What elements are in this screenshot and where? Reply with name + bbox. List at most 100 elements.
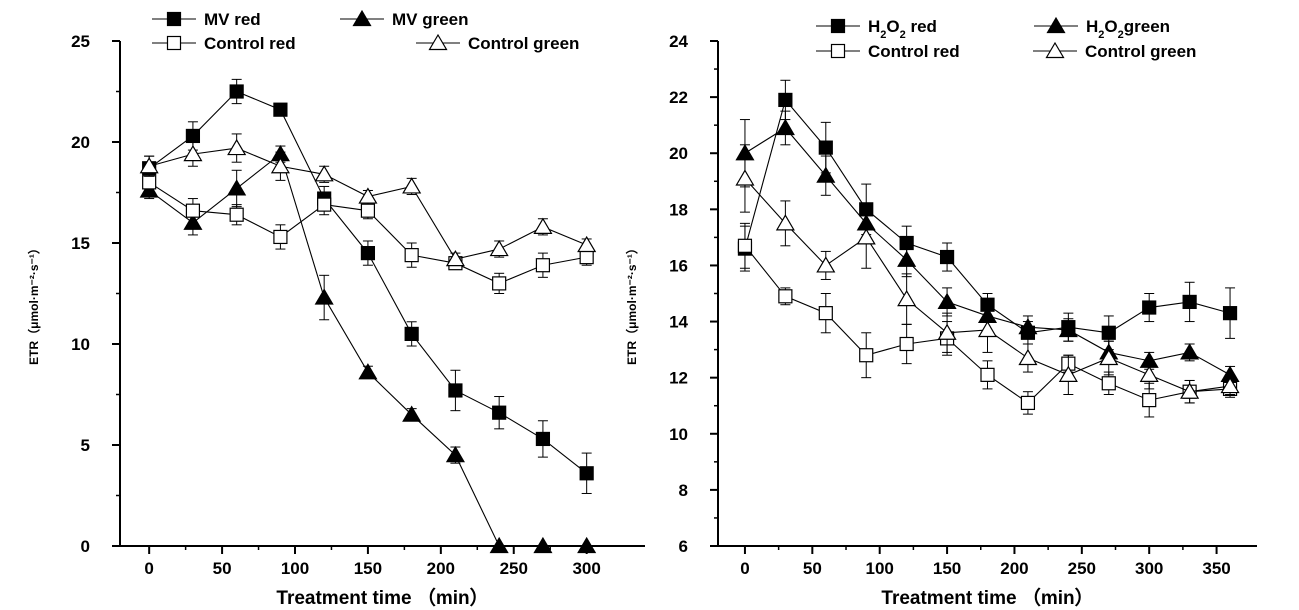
legend-label: Control red [204, 34, 296, 53]
data-point [489, 536, 509, 554]
x-axis-label: Treatment time （min） [881, 586, 1093, 609]
legend-marker [1045, 41, 1065, 59]
data-point [273, 229, 288, 245]
legend-label: MV red [204, 10, 261, 29]
data-point [273, 102, 288, 117]
data-point [533, 536, 553, 554]
data-point [977, 320, 998, 338]
data-point [314, 165, 334, 182]
data-point [358, 363, 378, 380]
data-point [816, 256, 836, 273]
data-point [270, 157, 290, 174]
data-point [1182, 294, 1197, 310]
data-point [1139, 365, 1159, 382]
data-point [579, 250, 594, 265]
series-1 [142, 78, 594, 494]
x-tick-label: 250 [1068, 559, 1096, 578]
data-point [1018, 348, 1038, 366]
data-point [535, 431, 551, 447]
data-point [897, 250, 917, 267]
data-point [778, 92, 793, 108]
legend-label: H2O2green [1086, 17, 1170, 41]
data-point [859, 348, 874, 363]
data-point [533, 217, 553, 234]
data-point [185, 203, 201, 218]
y-tick-label: 18 [669, 200, 688, 219]
legend-marker [428, 33, 448, 51]
y-tick-label: 16 [669, 256, 688, 275]
data-point [183, 144, 203, 162]
y-axis-label: ETR（μmol·m⁻²·s⁻¹） [624, 242, 639, 365]
series-4 [139, 133, 597, 267]
data-point [227, 179, 247, 196]
data-point [818, 140, 833, 155]
data-point [937, 323, 957, 340]
data-point [939, 249, 955, 265]
data-point [1142, 393, 1157, 408]
x-tick-label: 250 [500, 559, 528, 578]
x-tick-label: 50 [803, 559, 822, 578]
y-tick-label: 15 [71, 234, 90, 253]
y-axis-label: ETR（μmol·m⁻²·s⁻¹） [26, 242, 41, 365]
legend-marker [830, 43, 846, 59]
y-tick-label: 24 [669, 32, 688, 51]
y-tick-label: 25 [71, 32, 90, 51]
y-tick-label: 6 [679, 537, 688, 556]
data-point [489, 239, 509, 257]
data-point [535, 258, 551, 273]
data-point [816, 166, 836, 183]
x-tick-label: 150 [354, 559, 382, 578]
data-point [227, 138, 247, 156]
chart-panel-2: 6 8 10 12 14 16 18 20 22 24 0 50 100 150 200 250 300 350 T… [624, 16, 1257, 609]
data-point [897, 289, 917, 307]
data-point [1180, 382, 1200, 399]
legend-marker [1046, 16, 1066, 34]
x-tick-label: 200 [1000, 559, 1028, 578]
legend-marker [830, 18, 846, 34]
data-point [1018, 317, 1038, 335]
data-point [1058, 320, 1078, 338]
data-point [856, 228, 876, 245]
data-point [818, 306, 833, 321]
data-point [579, 466, 594, 481]
data-point [1099, 348, 1119, 366]
data-point [448, 383, 463, 398]
y-tick-label: 20 [71, 133, 90, 152]
x-tick-label: 50 [213, 559, 232, 578]
legend-label: H2O2 red [868, 17, 937, 41]
legend-label: Control red [868, 42, 960, 61]
legend-marker [166, 11, 182, 27]
data-point [402, 405, 422, 422]
x-tick-label: 300 [572, 559, 600, 578]
y-tick-label: 12 [669, 369, 688, 388]
x-tick-label: 200 [427, 559, 455, 578]
legend-marker [166, 35, 182, 51]
data-point [492, 276, 507, 291]
y-tick-label: 10 [669, 425, 688, 444]
legend: H2O2 red H2O2green Control red Control gree… [816, 16, 1196, 61]
data-point [735, 169, 755, 186]
data-point [899, 336, 914, 352]
data-point [1058, 365, 1078, 382]
data-point [358, 187, 378, 204]
y-tick-label: 5 [81, 436, 90, 455]
data-point [980, 367, 995, 382]
data-point [1220, 376, 1240, 394]
data-point [1101, 376, 1116, 391]
data-point [577, 536, 597, 554]
data-point [139, 157, 159, 174]
data-point [229, 207, 244, 222]
legend-marker [352, 9, 372, 27]
x-tick-label: 0 [144, 559, 153, 578]
data-point [775, 118, 795, 136]
x-tick-label: 350 [1202, 559, 1230, 578]
data-point [360, 246, 376, 261]
data-point [185, 128, 201, 144]
legend-label: Control green [1085, 42, 1196, 61]
x-tick-label: 0 [740, 559, 749, 578]
data-point [775, 214, 795, 231]
x-tick-label: 100 [281, 559, 309, 578]
data-point [1222, 306, 1238, 321]
legend-label: Control green [468, 34, 579, 53]
data-point [142, 175, 157, 190]
